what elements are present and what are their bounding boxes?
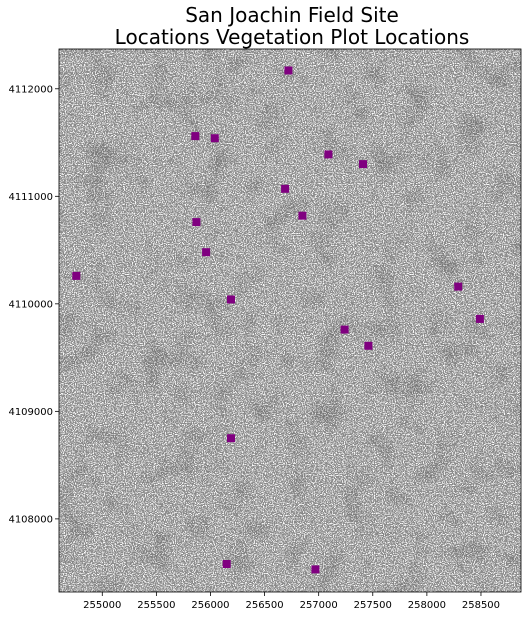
x-tick-label: 255000	[83, 600, 121, 611]
plot-point	[324, 150, 333, 159]
y-tick-label: 4109000	[8, 407, 53, 418]
plot-point	[210, 134, 219, 143]
x-tick-label: 258500	[462, 600, 500, 611]
plot-point	[284, 66, 293, 75]
y-tick-label: 4110000	[8, 299, 53, 310]
x-tick-label: 257000	[300, 600, 338, 611]
plot-point	[227, 295, 235, 304]
plot-point	[298, 211, 307, 220]
plot-frame	[58, 48, 522, 593]
plot-point	[192, 218, 201, 227]
plot-point	[281, 184, 290, 193]
chart-title-line-2: Locations Vegetation Plot Locations	[115, 25, 470, 49]
plot-point	[191, 132, 200, 141]
plot-point	[311, 565, 320, 574]
y-tick-label: 4108000	[8, 514, 53, 525]
plot-points	[72, 66, 484, 574]
x-tick-label: 257500	[354, 600, 392, 611]
plot-point	[454, 282, 463, 291]
raster-background	[59, 49, 521, 592]
y-tick-label: 4111000	[8, 192, 53, 203]
plot-point	[359, 160, 367, 169]
plot-point	[222, 560, 231, 568]
plot-point	[475, 314, 484, 323]
x-tick-label: 256000	[191, 600, 229, 611]
plot-point	[364, 341, 373, 350]
x-tick-label: 256500	[245, 600, 283, 611]
chart-title-line-1: San Joachin Field Site	[185, 3, 399, 27]
x-tick-label: 255500	[137, 600, 175, 611]
x-tick-label: 258000	[408, 600, 446, 611]
x-axis: 255000 255500 256000 256500 257000 257500 2580…	[83, 592, 500, 611]
plot-point	[72, 271, 81, 280]
plot-point	[202, 248, 211, 257]
plot-point	[227, 434, 235, 443]
y-tick-label: 4112000	[8, 84, 53, 95]
plot-point	[340, 325, 349, 334]
y-axis: 4108000 4109000 4110000 4111000 4112000	[8, 84, 59, 525]
